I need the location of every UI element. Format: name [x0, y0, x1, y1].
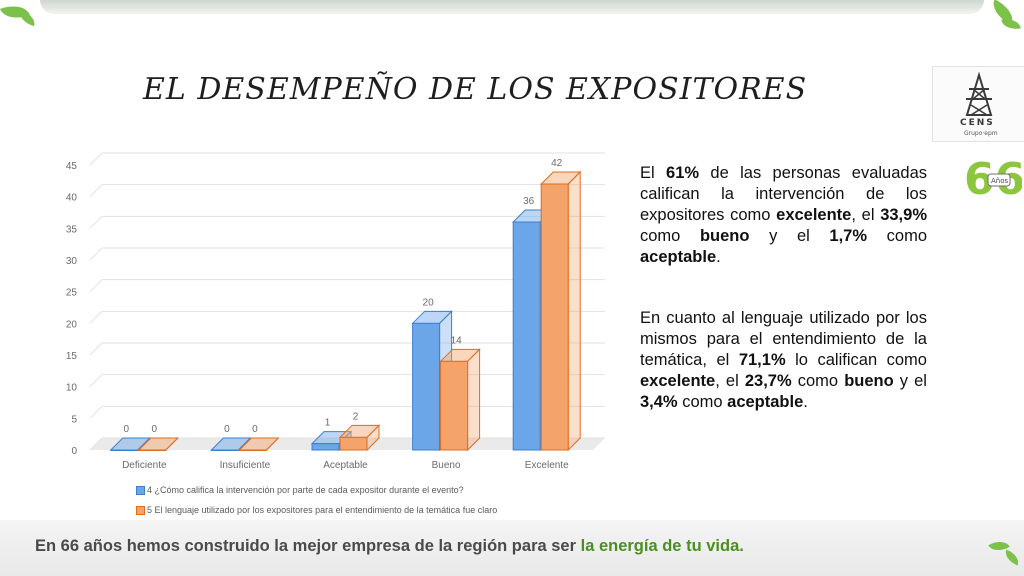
- leaf-icon: [1001, 16, 1021, 32]
- x-category-label: Bueno: [432, 460, 461, 471]
- data-label: 0: [124, 424, 130, 435]
- data-label: 20: [423, 297, 435, 308]
- paragraph-run: lo califican como: [785, 351, 927, 369]
- data-label: 2: [353, 411, 359, 422]
- legend-label-series-1: 4 ¿Cómo califica la intervención por par…: [147, 485, 464, 495]
- data-label: 0: [252, 424, 258, 435]
- anniversary-66-logo: 66 Años: [964, 154, 1022, 202]
- y-tick-label: 0: [71, 446, 77, 457]
- bar-series-1: [210, 437, 252, 451]
- footer-band: [0, 520, 1024, 576]
- summary-paragraph-1: El 61% de las personas evaluadas calific…: [640, 163, 927, 268]
- gridline-depth: [89, 184, 103, 198]
- paragraph-run: 61%: [666, 164, 700, 182]
- bar-series-2: [338, 424, 381, 452]
- paragraph-run: de las personas evaluadas califican la i…: [640, 164, 927, 224]
- y-tick-label: 25: [66, 288, 78, 299]
- gridline-depth: [89, 374, 103, 388]
- tower-icon: [965, 71, 993, 116]
- logo-name: CENS: [960, 118, 995, 128]
- paragraph-run: bueno: [699, 227, 750, 245]
- gridline-depth: [89, 405, 103, 419]
- legend-item-series-1: 4 ¿Cómo califica la intervención por par…: [136, 485, 464, 496]
- paragraph-run: .: [803, 393, 808, 411]
- paragraph-run: 23,7%: [744, 372, 792, 390]
- paragraph-run: aceptable: [727, 393, 804, 411]
- y-tick-label: 5: [71, 414, 77, 425]
- legend-label-series-2: 5 El lenguaje utilizado por los exposito…: [147, 505, 498, 515]
- paragraph-run: y el: [749, 227, 830, 245]
- y-tick-label: 35: [66, 224, 78, 235]
- legend-swatch-series-2: [136, 506, 145, 516]
- paragraph-run: 3,4%: [640, 393, 678, 411]
- logo-subtitle: Grupo·epm: [964, 130, 998, 137]
- summary-paragraph-2: En cuanto al lenguaje utilizado por los …: [640, 308, 927, 413]
- paragraph-run: excelente: [640, 372, 716, 390]
- paragraph-run: como: [640, 227, 700, 245]
- y-tick-label: 40: [66, 193, 78, 204]
- bar-series-2: [137, 437, 180, 451]
- footer-slogan-text: En 66 años hemos construido la mejor emp…: [35, 537, 581, 555]
- paragraph-run: como: [677, 393, 728, 411]
- bar-series-2: [238, 437, 280, 451]
- gridline-depth: [89, 215, 103, 229]
- top-decoration-bar: [0, 0, 1024, 18]
- x-category-label: Excelente: [525, 460, 569, 471]
- y-tick-label: 10: [66, 383, 78, 394]
- anniversary-word: Años: [991, 177, 1009, 185]
- slide-title: EL DESEMPEÑO DE LOS EXPOSITORES: [143, 72, 808, 107]
- paragraph-run: , el: [851, 206, 881, 224]
- footer-slogan: En 66 años hemos construido la mejor emp…: [35, 537, 744, 556]
- paragraph-run: .: [716, 248, 721, 266]
- data-label: 42: [551, 158, 563, 169]
- x-category-label: Deficiente: [122, 460, 167, 471]
- paragraph-run: como: [791, 372, 845, 390]
- paragraph-run: 71,1%: [738, 351, 786, 369]
- paragraph-run: aceptable: [640, 248, 717, 266]
- x-category-label: Aceptable: [323, 460, 368, 471]
- x-category-label: Insuficiente: [220, 460, 271, 471]
- paragraph-run: 33,9%: [880, 206, 927, 224]
- paragraph-run: como: [867, 227, 927, 245]
- y-tick-label: 20: [66, 319, 78, 330]
- gridline-depth: [89, 310, 103, 324]
- bar-series-2: [439, 348, 481, 452]
- gridline-depth: [89, 279, 103, 293]
- paragraph-run: bueno: [844, 372, 894, 390]
- data-label: 0: [152, 424, 158, 435]
- y-tick-label: 30: [66, 256, 78, 267]
- y-tick-label: 45: [66, 161, 78, 172]
- bar-series-1: [109, 437, 152, 451]
- data-label: 1: [325, 418, 331, 429]
- gridline-depth: [89, 437, 103, 451]
- gridline-depth: [89, 152, 103, 166]
- data-label: 36: [523, 196, 535, 207]
- paragraph-run: y el: [893, 372, 927, 390]
- legend-item-series-2: 5 El lenguaje utilizado por los exposito…: [136, 505, 498, 516]
- company-logo: [932, 66, 1024, 142]
- bar-series-2: [539, 170, 582, 452]
- data-label: 14: [451, 335, 463, 346]
- y-tick-label: 15: [66, 351, 78, 362]
- paragraph-run: excelente: [776, 206, 852, 224]
- paragraph-run: , el: [715, 372, 745, 390]
- paragraph-run: 1,7%: [829, 227, 868, 245]
- gridline-depth: [89, 342, 103, 356]
- gridline-depth: [89, 247, 103, 261]
- footer-slogan-accent: la energía de tu vida.: [580, 537, 744, 555]
- paragraph-run: En cuanto al lenguaje utilizado por los …: [640, 309, 927, 369]
- paragraph-run: El: [640, 164, 667, 182]
- legend-swatch-series-1: [136, 486, 145, 496]
- data-label: 0: [224, 424, 230, 435]
